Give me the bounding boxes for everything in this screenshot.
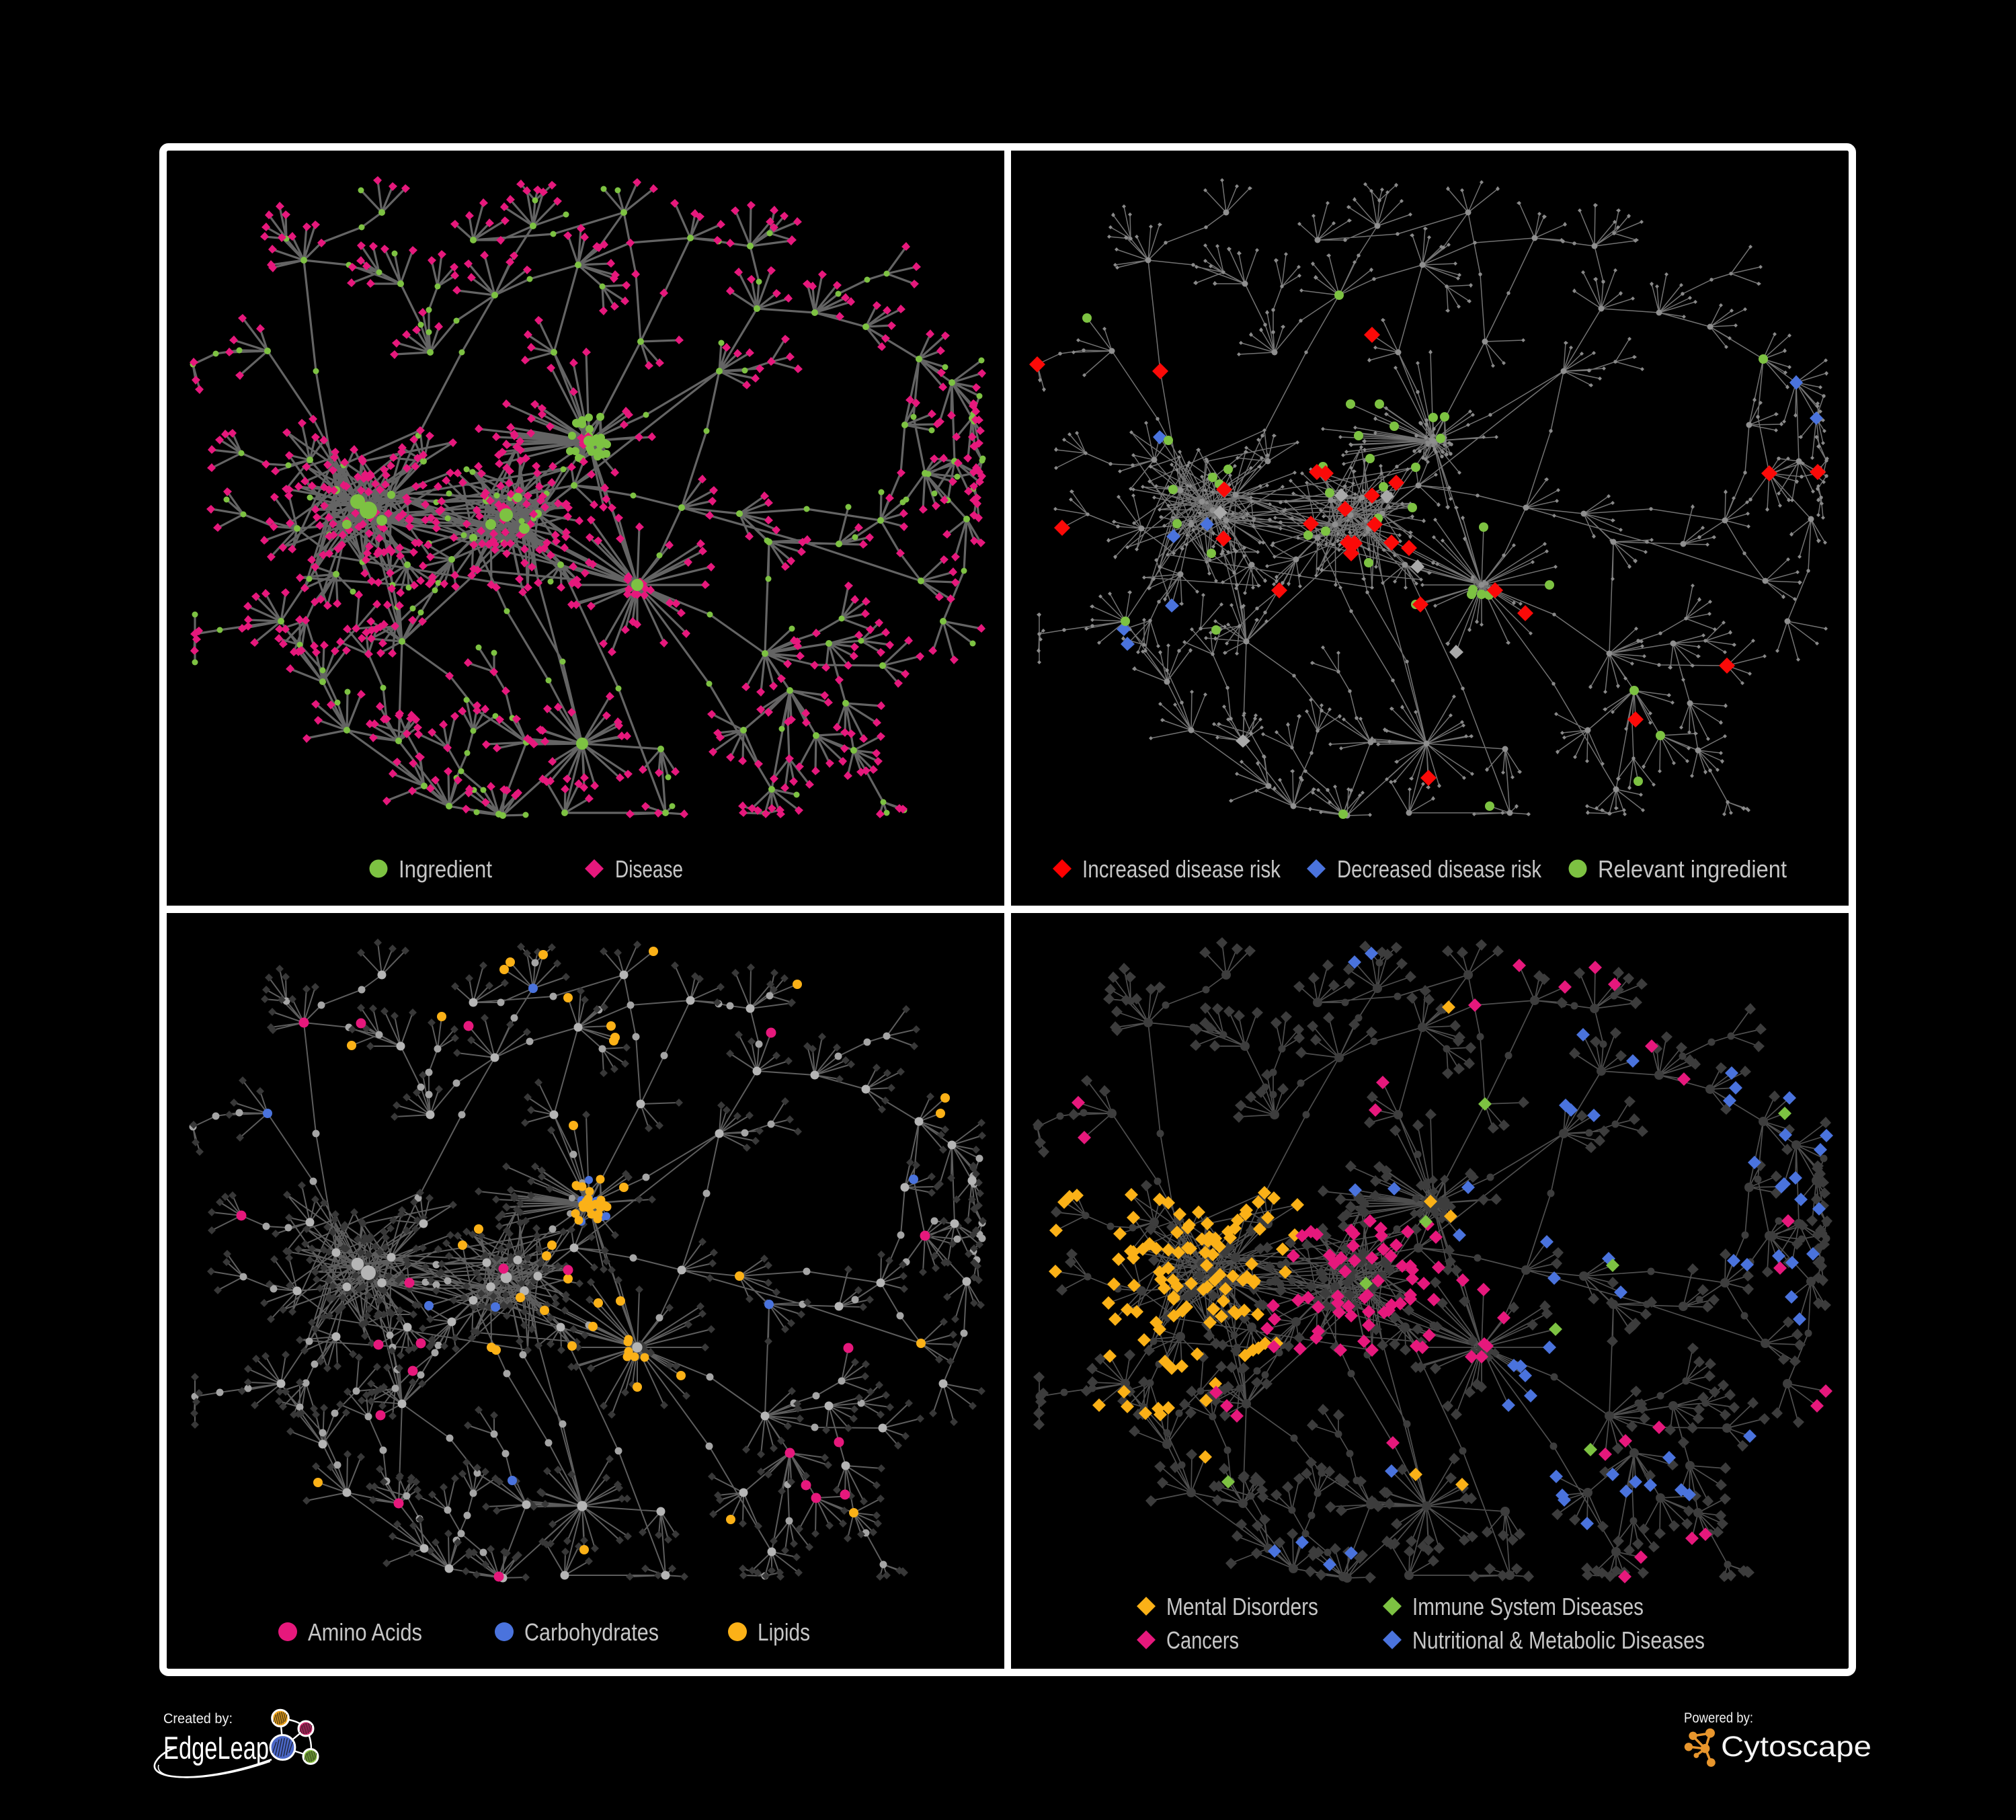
svg-text:Nutritional & Metabolic Diseas: Nutritional & Metabolic Diseases [1412,1626,1705,1654]
svg-text:Increased disease risk: Increased disease risk [1082,855,1281,883]
svg-text:Decreased disease risk: Decreased disease risk [1337,855,1542,883]
svg-text:Cancers: Cancers [1166,1626,1239,1654]
svg-text:Cytoscape: Cytoscape [1721,1731,1871,1763]
svg-text:Lipids: Lipids [758,1618,810,1646]
svg-text:Carbohydrates: Carbohydrates [524,1618,659,1646]
svg-text:Relevant ingredient: Relevant ingredient [1598,855,1787,883]
svg-text:Powered by:: Powered by: [1684,1710,1753,1726]
svg-text:Amino Acids: Amino Acids [308,1618,422,1646]
svg-text:Ingredient: Ingredient [399,855,492,883]
svg-text:Disease: Disease [615,855,683,883]
svg-text:Immune System Diseases: Immune System Diseases [1412,1593,1644,1620]
svg-text:EdgeLeap: EdgeLeap [163,1730,269,1766]
svg-text:Created by:: Created by: [163,1711,233,1727]
svg-text:Mental Disorders: Mental Disorders [1166,1593,1318,1620]
